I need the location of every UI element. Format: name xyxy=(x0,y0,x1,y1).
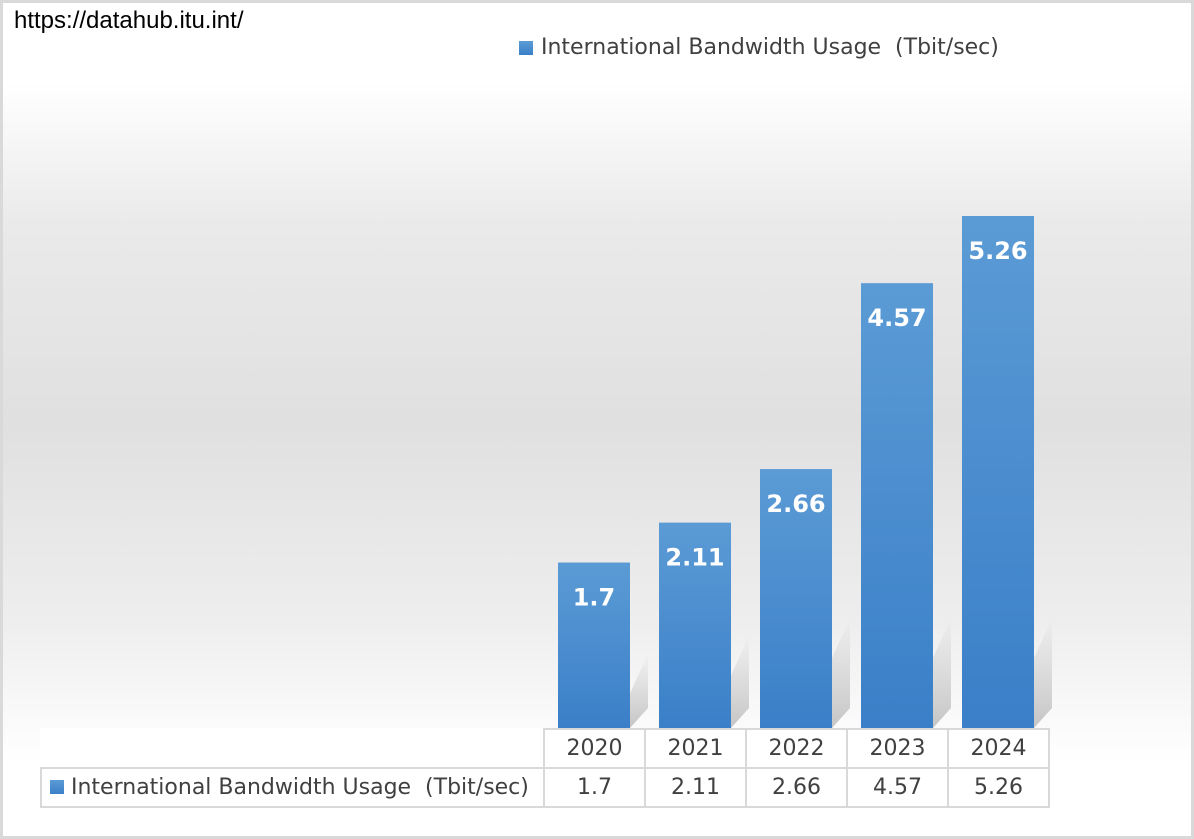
table-year-cell: 2020 xyxy=(543,728,646,769)
bar-chart: 1.7 2.11 2.66 4.57 5.26 xyxy=(558,216,1052,728)
source-url: https://datahub.itu.int/ xyxy=(14,7,244,34)
legend-label: International Bandwidth Usage (Tbit/sec) xyxy=(541,35,999,60)
bar-shadow xyxy=(630,653,648,728)
table-series-label-cell: International Bandwidth Usage (Tbit/sec) xyxy=(40,767,545,808)
bar-2023 xyxy=(861,283,933,728)
bar-shadow xyxy=(731,635,749,728)
data-label: 5.26 xyxy=(968,237,1027,265)
table-row: International Bandwidth Usage (Tbit/sec)… xyxy=(40,767,1050,808)
table-legend-swatch xyxy=(50,780,64,794)
bar-shadow xyxy=(832,618,850,728)
table-series-label: International Bandwidth Usage (Tbit/sec) xyxy=(71,775,529,800)
data-label: 4.57 xyxy=(867,304,926,332)
bar-2021 xyxy=(659,522,731,728)
chart-legend: International Bandwidth Usage (Tbit/sec) xyxy=(519,35,999,60)
table-value-cell: 1.7 xyxy=(543,767,646,808)
data-table: 2020 2021 2022 2023 2024 International B… xyxy=(40,728,1050,808)
bar-2022 xyxy=(760,469,832,728)
table-header-row: 2020 2021 2022 2023 2024 xyxy=(41,728,1050,769)
table-value-cell: 5.26 xyxy=(947,767,1050,808)
table-year-cell: 2022 xyxy=(745,728,848,769)
bar-shadow xyxy=(1034,618,1052,728)
table-year-cell: 2023 xyxy=(846,728,949,769)
bar-2020 xyxy=(558,562,630,728)
legend-swatch xyxy=(519,40,533,55)
data-label: 2.11 xyxy=(665,544,724,572)
data-label: 1.7 xyxy=(573,584,616,612)
bar-2024 xyxy=(962,216,1034,728)
table-year-cell: 2024 xyxy=(947,728,1050,769)
data-label: 2.66 xyxy=(766,490,825,518)
bar-shadow xyxy=(933,618,951,728)
table-value-cell: 2.11 xyxy=(644,767,747,808)
table-value-cell: 2.66 xyxy=(745,767,848,808)
table-year-cell: 2021 xyxy=(644,728,747,769)
table-value-cell: 4.57 xyxy=(846,767,949,808)
